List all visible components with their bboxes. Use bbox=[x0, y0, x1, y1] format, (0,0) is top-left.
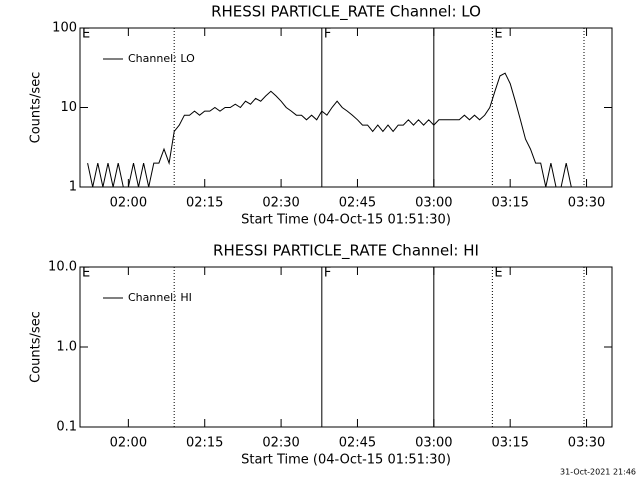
event-label: E bbox=[494, 266, 502, 281]
legend-label: Channel: HI bbox=[128, 291, 192, 304]
y-tick-label: 10 bbox=[60, 100, 77, 115]
x-tick-label: 03:15 bbox=[491, 436, 528, 451]
y-tick-label: 1.0 bbox=[56, 340, 77, 355]
y-tick-label: 10.0 bbox=[48, 260, 77, 275]
y-axis-label: Counts/sec bbox=[29, 72, 44, 144]
y-axis-label: Counts/sec bbox=[29, 311, 44, 383]
x-tick-label: 02:15 bbox=[186, 196, 223, 211]
legend-label: Channel: LO bbox=[128, 52, 195, 65]
event-label: E bbox=[82, 27, 90, 42]
x-tick-label: 03:15 bbox=[491, 196, 528, 211]
x-tick-label: 03:00 bbox=[415, 436, 452, 451]
chart-title: RHESSI PARTICLE_RATE Channel: HI bbox=[213, 242, 479, 261]
x-axis-label: Start Time (04-Oct-15 01:51:30) bbox=[241, 453, 451, 468]
x-tick-label: 02:15 bbox=[186, 436, 223, 451]
x-tick-label: 02:30 bbox=[262, 196, 299, 211]
x-tick-label: 02:45 bbox=[339, 436, 376, 451]
plot-frame bbox=[79, 27, 613, 188]
x-tick-label: 02:00 bbox=[110, 196, 147, 211]
event-label: F bbox=[324, 266, 331, 281]
y-tick-label: 100 bbox=[52, 21, 77, 36]
x-tick-label: 02:30 bbox=[262, 436, 299, 451]
x-tick-label: 03:30 bbox=[568, 436, 605, 451]
event-label: E bbox=[82, 266, 90, 281]
x-tick-label: 03:30 bbox=[568, 196, 605, 211]
plot-frame bbox=[79, 266, 613, 428]
data-line bbox=[87, 72, 572, 188]
event-label: E bbox=[494, 27, 502, 42]
x-tick-label: 02:45 bbox=[339, 196, 376, 211]
x-axis-label: Start Time (04-Oct-15 01:51:30) bbox=[241, 213, 451, 228]
event-label: F bbox=[324, 27, 331, 42]
x-tick-label: 02:00 bbox=[110, 436, 147, 451]
footer: 31-Oct-2021 21:46 bbox=[560, 468, 636, 477]
x-tick-label: 03:00 bbox=[415, 196, 452, 211]
y-tick-label: 1 bbox=[69, 180, 77, 195]
chart-title: RHESSI PARTICLE_RATE Channel: LO bbox=[211, 3, 481, 22]
y-tick-label: 0.1 bbox=[56, 420, 77, 435]
